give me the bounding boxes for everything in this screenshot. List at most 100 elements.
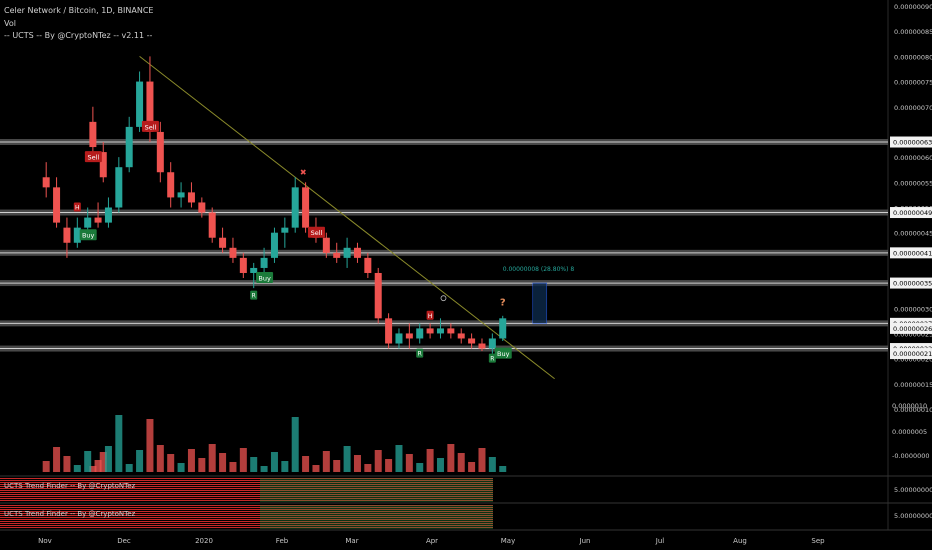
volume-bar bbox=[84, 451, 92, 472]
alarm-icon bbox=[440, 295, 447, 302]
x-tick-label: Mar bbox=[345, 537, 358, 545]
signal-buy-label: Buy bbox=[258, 275, 271, 283]
volume-bar bbox=[167, 454, 175, 472]
x-tick-label: Apr bbox=[426, 537, 438, 545]
signal-buy-label: Buy bbox=[497, 350, 510, 358]
marker-low-badge bbox=[250, 290, 258, 300]
trend-row-red bbox=[0, 484, 493, 485]
volume-bar bbox=[260, 466, 268, 472]
signal-sell-label: Sell bbox=[145, 123, 157, 131]
trend-green-tint bbox=[260, 478, 493, 502]
y-tick-label: 0.00000070 bbox=[894, 104, 932, 112]
trend-row-red bbox=[0, 511, 493, 512]
candle-body bbox=[84, 217, 92, 228]
volume-bar bbox=[198, 458, 206, 472]
level-tag-label: 0.00000063 bbox=[893, 139, 932, 147]
volume-bar bbox=[374, 450, 382, 472]
candle-body bbox=[447, 328, 455, 334]
marker-high-label: H bbox=[428, 313, 433, 320]
level-tag bbox=[890, 277, 932, 289]
y-tick-label: 0.00000090 bbox=[894, 3, 932, 11]
volume-bar bbox=[219, 453, 227, 472]
volume-bar bbox=[239, 448, 247, 472]
trend-finder-label-1: UCTS Trend Finder -- By @CryptoNTez bbox=[4, 482, 136, 490]
level-tag bbox=[890, 247, 932, 259]
level-tag bbox=[890, 348, 932, 360]
level-tag-label: 0.00000049 bbox=[893, 209, 932, 217]
y-tick-label: 0.00000030 bbox=[894, 305, 932, 313]
candle-body bbox=[73, 227, 81, 243]
level-tag-label: 0.00000021 bbox=[893, 350, 932, 358]
trend-row-red bbox=[0, 507, 493, 508]
y-tick-label: 0.00000010 bbox=[894, 406, 932, 414]
measure-box bbox=[532, 282, 548, 324]
y-tick-label: 0.00000020 bbox=[894, 356, 932, 364]
volume-bar bbox=[468, 462, 476, 472]
trend-row-red bbox=[0, 517, 493, 518]
volume-bar bbox=[250, 457, 258, 472]
volume-tick-label: 0.0000010 bbox=[892, 402, 927, 410]
volume-bar bbox=[208, 444, 216, 472]
volume-bar bbox=[125, 464, 133, 472]
volume-bar bbox=[385, 459, 393, 472]
level-tag-label: 0.00000026 bbox=[893, 325, 932, 333]
x-tick-label: Dec bbox=[117, 537, 131, 545]
marker-high-label: H bbox=[75, 205, 80, 212]
trend-row-red bbox=[0, 505, 493, 506]
x-tick-label: May bbox=[501, 537, 515, 545]
signal-buy-badge bbox=[494, 347, 512, 359]
candle-body bbox=[239, 257, 247, 273]
candle-body bbox=[42, 177, 50, 188]
candle-body bbox=[63, 227, 71, 243]
volume-bar bbox=[457, 453, 465, 472]
volume-bar bbox=[499, 466, 507, 472]
signal-buy-label: Buy bbox=[82, 232, 95, 240]
volume-bar bbox=[187, 449, 195, 472]
marker-high-badge bbox=[426, 310, 434, 320]
trend-green-tint bbox=[260, 505, 493, 529]
volume-tick-label: 0.0000005 bbox=[892, 428, 927, 436]
volume-bar bbox=[73, 465, 81, 472]
x-tick-label: Sep bbox=[811, 537, 825, 545]
candle-body bbox=[136, 81, 144, 127]
volume-bar bbox=[115, 415, 123, 472]
trend-row-red bbox=[0, 490, 493, 491]
volume-bar bbox=[333, 460, 341, 472]
marker-low-badge bbox=[416, 348, 424, 358]
candle-body bbox=[395, 333, 403, 344]
candle-body bbox=[436, 328, 444, 334]
y-tick-label: 0.00000015 bbox=[894, 381, 932, 389]
candle-body bbox=[405, 333, 413, 339]
volume-bar bbox=[63, 456, 71, 472]
volume-bar bbox=[478, 448, 486, 472]
candle-body bbox=[53, 187, 61, 223]
volume-bar bbox=[416, 463, 424, 472]
y-tick-label: 0.00000045 bbox=[894, 230, 932, 238]
indicator-title: -- UCTS -- By @CryptoNTez -- v2.11 -- bbox=[4, 31, 153, 40]
volume-bar bbox=[136, 450, 144, 472]
level-tag bbox=[890, 136, 932, 148]
trend-row-red bbox=[0, 480, 493, 481]
volume-bar bbox=[302, 456, 310, 472]
y-tick-label: 0.00000085 bbox=[894, 28, 932, 36]
candle-body bbox=[167, 172, 175, 198]
volume-bar bbox=[104, 446, 112, 472]
volume-bar bbox=[229, 462, 237, 472]
candle-body bbox=[250, 267, 258, 273]
trend-row-red bbox=[0, 523, 493, 524]
signal-buy-badge bbox=[256, 272, 274, 284]
x-tick-label: Aug bbox=[733, 537, 747, 545]
candle-body bbox=[219, 237, 227, 248]
signal-sell-badge bbox=[84, 151, 102, 163]
marker-low-badge bbox=[488, 353, 496, 363]
signal-sell-label: Sell bbox=[88, 154, 100, 162]
volume-bar bbox=[426, 449, 434, 472]
volume-bar bbox=[281, 461, 289, 472]
trend-row-red bbox=[0, 496, 493, 497]
volume-bar bbox=[291, 417, 299, 472]
x-mark: ✖ bbox=[300, 168, 307, 177]
candle-body bbox=[99, 152, 107, 178]
trend-row-red bbox=[0, 515, 493, 516]
y-tick-label: 0.00000055 bbox=[894, 179, 932, 187]
